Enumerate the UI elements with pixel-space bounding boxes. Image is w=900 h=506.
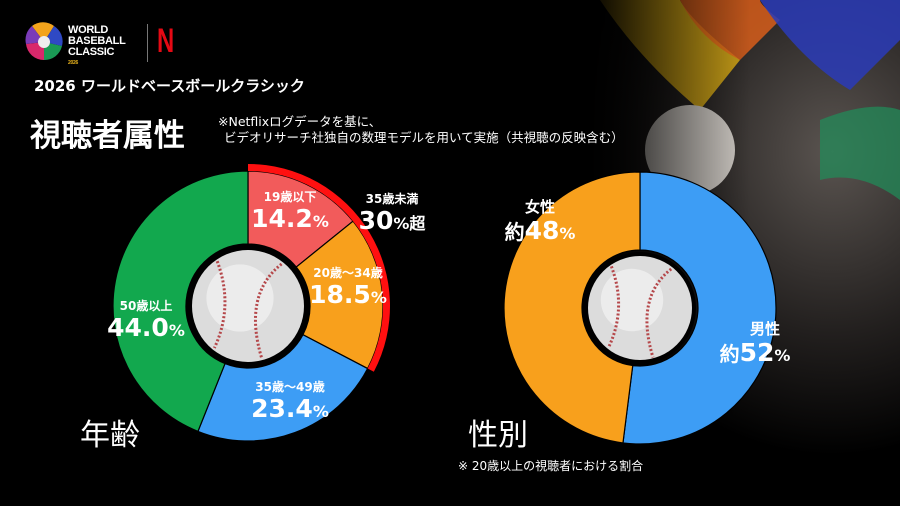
gender-label-female: 女性 約48% [504, 198, 576, 245]
gender-chart-title: 性別 [468, 418, 528, 453]
gender-slice-0 [622, 171, 777, 445]
netflix-logo: N [157, 22, 175, 60]
gender-footnote: ※ 20歳以上の視聴者における割合 [458, 459, 644, 473]
logo-divider [147, 24, 148, 62]
baseball-seam [213, 260, 227, 349]
baseball-highlight [206, 264, 274, 332]
age-chart-title: 年齢 [80, 418, 140, 453]
wbc-wordmark: WORLD BASEBALL CLASSIC 2026 [68, 24, 126, 67]
wbc-logo [24, 22, 64, 62]
age-slice-3 [112, 170, 249, 433]
event-subtitle: 2026 ワールドベースボールクラシック [34, 77, 305, 95]
age-label-35-49: 35歳～49歳 23.4% [251, 380, 329, 423]
age-label-20-34: 20歳～34歳 18.5% [309, 266, 387, 309]
page-title: 視聴者属性 [30, 118, 185, 154]
methodology-note: ※Netflixログデータを基に、 ビデオリサーチ社独自の数理モデルを用いて実施… [218, 114, 624, 145]
gender-label-male: 男性 約52% [719, 320, 791, 367]
baseball-highlight [600, 268, 664, 332]
under-35-highlight-arc [248, 164, 390, 372]
baseball-seam [607, 265, 621, 348]
age-label-50-over: 50歳以上 44.0% [107, 299, 185, 342]
gender-slice-1 [503, 171, 641, 444]
age-label-19-under: 19歳以下 14.2% [251, 190, 329, 233]
age-slice-2 [197, 333, 369, 442]
under-35-annotation: 35歳未満 30%超 [358, 192, 426, 235]
baseball-seam [645, 267, 673, 358]
